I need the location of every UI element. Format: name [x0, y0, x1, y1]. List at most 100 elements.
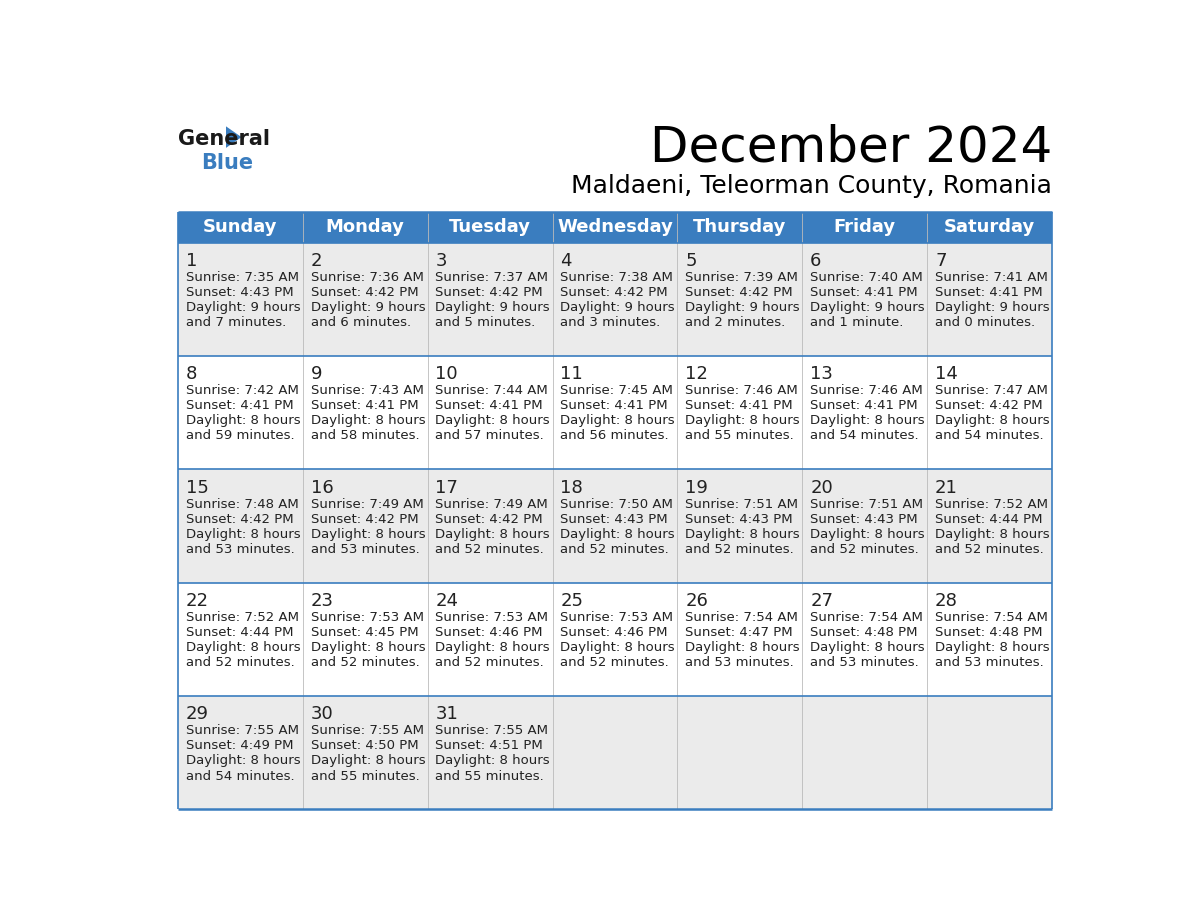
- Text: Friday: Friday: [834, 218, 896, 236]
- Text: and 52 minutes.: and 52 minutes.: [436, 656, 544, 669]
- Text: Sunrise: 7:51 AM: Sunrise: 7:51 AM: [685, 498, 798, 510]
- Text: Sunrise: 7:43 AM: Sunrise: 7:43 AM: [310, 385, 423, 397]
- Text: Daylight: 8 hours: Daylight: 8 hours: [810, 641, 924, 655]
- Text: Daylight: 8 hours: Daylight: 8 hours: [436, 641, 550, 655]
- Text: Sunday: Sunday: [203, 218, 278, 236]
- Text: and 59 minutes.: and 59 minutes.: [185, 430, 295, 442]
- Text: Daylight: 8 hours: Daylight: 8 hours: [935, 641, 1050, 655]
- Text: Sunset: 4:42 PM: Sunset: 4:42 PM: [436, 513, 543, 526]
- Text: Sunrise: 7:54 AM: Sunrise: 7:54 AM: [810, 611, 923, 624]
- Text: and 53 minutes.: and 53 minutes.: [310, 543, 419, 555]
- Text: General: General: [178, 129, 270, 149]
- Text: Daylight: 8 hours: Daylight: 8 hours: [185, 414, 301, 428]
- Bar: [178, 212, 1053, 242]
- Text: 21: 21: [935, 478, 958, 497]
- Text: Daylight: 9 hours: Daylight: 9 hours: [436, 301, 550, 314]
- Text: Sunrise: 7:42 AM: Sunrise: 7:42 AM: [185, 385, 298, 397]
- Text: Daylight: 8 hours: Daylight: 8 hours: [436, 414, 550, 428]
- Text: Sunset: 4:46 PM: Sunset: 4:46 PM: [561, 626, 668, 639]
- Text: 28: 28: [935, 592, 958, 610]
- Text: Sunrise: 7:49 AM: Sunrise: 7:49 AM: [436, 498, 548, 510]
- Text: 10: 10: [436, 365, 459, 383]
- Text: Daylight: 8 hours: Daylight: 8 hours: [685, 641, 800, 655]
- Text: Sunset: 4:44 PM: Sunset: 4:44 PM: [935, 513, 1043, 526]
- Text: Sunrise: 7:51 AM: Sunrise: 7:51 AM: [810, 498, 923, 510]
- Text: and 55 minutes.: and 55 minutes.: [685, 430, 794, 442]
- Text: and 58 minutes.: and 58 minutes.: [310, 430, 419, 442]
- Text: and 52 minutes.: and 52 minutes.: [810, 543, 918, 555]
- Text: Sunset: 4:47 PM: Sunset: 4:47 PM: [685, 626, 792, 639]
- Text: Sunset: 4:50 PM: Sunset: 4:50 PM: [310, 740, 418, 753]
- Text: and 6 minutes.: and 6 minutes.: [310, 316, 411, 330]
- Text: Sunset: 4:41 PM: Sunset: 4:41 PM: [935, 286, 1043, 299]
- Text: Daylight: 8 hours: Daylight: 8 hours: [935, 414, 1050, 428]
- Text: Daylight: 8 hours: Daylight: 8 hours: [685, 414, 800, 428]
- Text: 29: 29: [185, 705, 209, 723]
- Text: Daylight: 8 hours: Daylight: 8 hours: [185, 755, 301, 767]
- Text: Daylight: 8 hours: Daylight: 8 hours: [935, 528, 1050, 541]
- Text: 27: 27: [810, 592, 833, 610]
- Text: Sunset: 4:42 PM: Sunset: 4:42 PM: [185, 513, 293, 526]
- Text: Daylight: 8 hours: Daylight: 8 hours: [310, 528, 425, 541]
- Text: Sunset: 4:41 PM: Sunset: 4:41 PM: [810, 286, 918, 299]
- Bar: [178, 583, 1053, 696]
- Text: Tuesday: Tuesday: [449, 218, 531, 236]
- Text: Daylight: 9 hours: Daylight: 9 hours: [685, 301, 800, 314]
- Text: Sunrise: 7:55 AM: Sunrise: 7:55 AM: [310, 724, 424, 737]
- Text: Daylight: 8 hours: Daylight: 8 hours: [185, 641, 301, 655]
- Text: Sunrise: 7:45 AM: Sunrise: 7:45 AM: [561, 385, 674, 397]
- Text: Daylight: 8 hours: Daylight: 8 hours: [810, 414, 924, 428]
- Bar: [178, 356, 1053, 469]
- Text: 20: 20: [810, 478, 833, 497]
- Text: and 53 minutes.: and 53 minutes.: [185, 543, 295, 555]
- Text: and 52 minutes.: and 52 minutes.: [436, 543, 544, 555]
- Text: 12: 12: [685, 365, 708, 383]
- Text: 23: 23: [310, 592, 334, 610]
- Text: Sunrise: 7:55 AM: Sunrise: 7:55 AM: [436, 724, 549, 737]
- Text: 18: 18: [561, 478, 583, 497]
- Text: Sunrise: 7:44 AM: Sunrise: 7:44 AM: [436, 385, 548, 397]
- Text: and 56 minutes.: and 56 minutes.: [561, 430, 669, 442]
- Text: Sunset: 4:43 PM: Sunset: 4:43 PM: [685, 513, 792, 526]
- Text: and 54 minutes.: and 54 minutes.: [810, 430, 918, 442]
- Bar: [178, 696, 1053, 810]
- Text: Daylight: 8 hours: Daylight: 8 hours: [185, 528, 301, 541]
- Text: Sunrise: 7:46 AM: Sunrise: 7:46 AM: [685, 385, 798, 397]
- Text: Sunset: 4:44 PM: Sunset: 4:44 PM: [185, 626, 293, 639]
- Text: 5: 5: [685, 252, 696, 270]
- Text: 7: 7: [935, 252, 947, 270]
- Text: Daylight: 8 hours: Daylight: 8 hours: [561, 528, 675, 541]
- Text: and 54 minutes.: and 54 minutes.: [185, 769, 295, 782]
- Text: Daylight: 8 hours: Daylight: 8 hours: [310, 641, 425, 655]
- Text: Sunset: 4:42 PM: Sunset: 4:42 PM: [561, 286, 668, 299]
- Text: and 53 minutes.: and 53 minutes.: [810, 656, 918, 669]
- Text: Daylight: 9 hours: Daylight: 9 hours: [935, 301, 1050, 314]
- Text: and 53 minutes.: and 53 minutes.: [685, 656, 794, 669]
- Text: Sunset: 4:49 PM: Sunset: 4:49 PM: [185, 740, 293, 753]
- Text: Sunrise: 7:38 AM: Sunrise: 7:38 AM: [561, 271, 674, 284]
- Text: Thursday: Thursday: [694, 218, 786, 236]
- Text: 24: 24: [436, 592, 459, 610]
- Text: Sunrise: 7:53 AM: Sunrise: 7:53 AM: [436, 611, 549, 624]
- Text: and 7 minutes.: and 7 minutes.: [185, 316, 286, 330]
- Text: Sunset: 4:42 PM: Sunset: 4:42 PM: [685, 286, 792, 299]
- Text: Sunrise: 7:49 AM: Sunrise: 7:49 AM: [310, 498, 423, 510]
- Bar: [178, 242, 1053, 356]
- Text: 17: 17: [436, 478, 459, 497]
- Text: Daylight: 8 hours: Daylight: 8 hours: [561, 641, 675, 655]
- Text: Sunset: 4:43 PM: Sunset: 4:43 PM: [185, 286, 293, 299]
- Text: Daylight: 8 hours: Daylight: 8 hours: [310, 755, 425, 767]
- Text: Sunrise: 7:50 AM: Sunrise: 7:50 AM: [561, 498, 674, 510]
- Text: 8: 8: [185, 365, 197, 383]
- Text: Sunrise: 7:35 AM: Sunrise: 7:35 AM: [185, 271, 298, 284]
- Text: Sunset: 4:48 PM: Sunset: 4:48 PM: [935, 626, 1043, 639]
- Text: and 0 minutes.: and 0 minutes.: [935, 316, 1035, 330]
- Text: Daylight: 9 hours: Daylight: 9 hours: [185, 301, 301, 314]
- Text: Sunset: 4:42 PM: Sunset: 4:42 PM: [310, 513, 418, 526]
- Text: 30: 30: [310, 705, 334, 723]
- Text: December 2024: December 2024: [650, 123, 1053, 171]
- Text: and 52 minutes.: and 52 minutes.: [561, 543, 669, 555]
- Text: Blue: Blue: [201, 153, 253, 174]
- Polygon shape: [226, 127, 241, 148]
- Text: and 1 minute.: and 1 minute.: [810, 316, 904, 330]
